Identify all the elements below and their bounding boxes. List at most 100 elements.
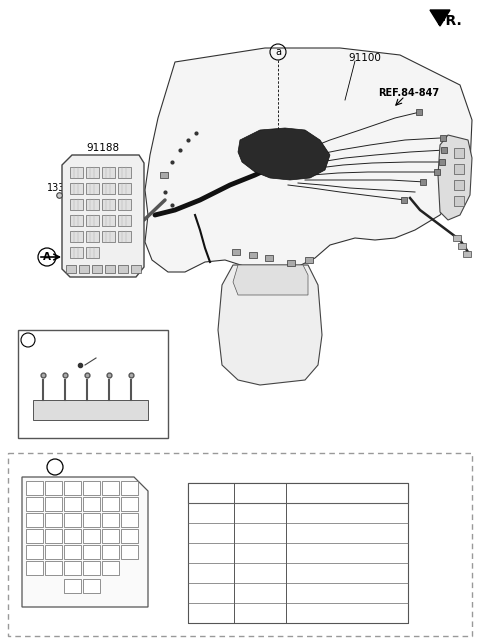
- Text: d: d: [51, 531, 56, 540]
- Polygon shape: [145, 48, 472, 272]
- Bar: [118, 167, 131, 178]
- Text: c: c: [127, 531, 132, 540]
- Text: LP-MINI FUSE 15A: LP-MINI FUSE 15A: [307, 549, 387, 558]
- Bar: [265, 255, 273, 261]
- Text: LP-MINI FUSE 7.5A: LP-MINI FUSE 7.5A: [306, 509, 388, 518]
- Bar: [121, 529, 138, 543]
- Bar: [121, 497, 138, 511]
- Bar: [440, 135, 446, 141]
- Text: d: d: [208, 569, 214, 578]
- Bar: [102, 529, 119, 543]
- Bar: [26, 561, 43, 575]
- Text: c: c: [71, 531, 74, 540]
- Bar: [453, 235, 461, 241]
- Text: e: e: [32, 564, 37, 573]
- Bar: [64, 561, 81, 575]
- Bar: [70, 167, 83, 178]
- Bar: [70, 183, 83, 194]
- Bar: [401, 197, 407, 203]
- Bar: [188, 483, 408, 503]
- Text: c: c: [89, 500, 94, 509]
- Text: a: a: [89, 531, 94, 540]
- Bar: [86, 215, 99, 226]
- Text: a: a: [108, 484, 113, 493]
- Bar: [439, 159, 445, 165]
- Text: e: e: [51, 484, 56, 493]
- Text: f: f: [52, 564, 55, 573]
- FancyBboxPatch shape: [8, 453, 472, 636]
- Bar: [102, 167, 115, 178]
- Bar: [131, 265, 141, 273]
- Text: REF.84-847: REF.84-847: [378, 88, 439, 98]
- Text: f: f: [52, 547, 55, 556]
- Text: e: e: [127, 500, 132, 509]
- Text: c: c: [71, 484, 74, 493]
- Bar: [102, 481, 119, 495]
- Bar: [66, 265, 76, 273]
- Bar: [83, 513, 100, 527]
- Bar: [160, 172, 168, 178]
- Bar: [64, 497, 81, 511]
- Text: SYMBOL: SYMBOL: [190, 489, 232, 498]
- Text: e: e: [208, 589, 214, 598]
- Text: a: a: [108, 515, 113, 524]
- Bar: [83, 561, 100, 575]
- Bar: [118, 199, 131, 210]
- Bar: [86, 167, 99, 178]
- Text: c: c: [51, 515, 56, 524]
- Text: VIEW: VIEW: [18, 461, 47, 471]
- Text: 18791C: 18791C: [242, 569, 277, 578]
- Bar: [79, 265, 89, 273]
- Text: 18791D: 18791D: [242, 589, 278, 598]
- Polygon shape: [62, 155, 144, 277]
- Bar: [121, 481, 138, 495]
- Bar: [70, 215, 83, 226]
- Text: a: a: [89, 484, 94, 493]
- Bar: [441, 147, 447, 153]
- Text: LP-MINI FUSE 30A: LP-MINI FUSE 30A: [307, 609, 387, 618]
- Bar: [118, 183, 131, 194]
- Bar: [45, 529, 62, 543]
- Bar: [70, 231, 83, 242]
- Bar: [83, 579, 100, 593]
- Polygon shape: [438, 135, 472, 220]
- Bar: [118, 215, 131, 226]
- Bar: [26, 481, 43, 495]
- Text: d: d: [108, 531, 113, 540]
- Bar: [26, 497, 43, 511]
- Text: d: d: [70, 564, 75, 573]
- Bar: [18, 330, 168, 438]
- Text: a: a: [70, 547, 75, 556]
- Bar: [70, 247, 83, 258]
- Text: c: c: [71, 500, 74, 509]
- Text: 91100: 91100: [348, 53, 381, 63]
- Bar: [83, 529, 100, 543]
- Bar: [458, 243, 466, 249]
- Text: LP-MINI FUSE 25A: LP-MINI FUSE 25A: [307, 589, 387, 598]
- Text: b: b: [70, 515, 75, 524]
- Polygon shape: [22, 477, 148, 607]
- Text: 18791B: 18791B: [242, 549, 277, 558]
- Bar: [26, 529, 43, 543]
- Bar: [232, 249, 240, 255]
- Bar: [454, 196, 464, 206]
- Bar: [102, 215, 115, 226]
- Bar: [83, 545, 100, 559]
- Bar: [86, 183, 99, 194]
- Text: e: e: [32, 547, 37, 556]
- Text: 18791: 18791: [246, 509, 275, 518]
- Text: b: b: [108, 547, 113, 556]
- Bar: [86, 247, 99, 258]
- Text: d: d: [70, 582, 75, 591]
- Bar: [249, 252, 257, 258]
- Text: LP-MINI FUSE 10A: LP-MINI FUSE 10A: [307, 529, 387, 538]
- Text: a: a: [275, 47, 281, 57]
- Polygon shape: [33, 400, 148, 420]
- Bar: [305, 257, 313, 263]
- Text: FR.: FR.: [436, 14, 462, 28]
- Bar: [45, 545, 62, 559]
- Bar: [83, 497, 100, 511]
- Text: LP-MINI FUSE 20A: LP-MINI FUSE 20A: [307, 569, 387, 578]
- Bar: [102, 561, 119, 575]
- Text: 1339CC: 1339CC: [47, 183, 85, 193]
